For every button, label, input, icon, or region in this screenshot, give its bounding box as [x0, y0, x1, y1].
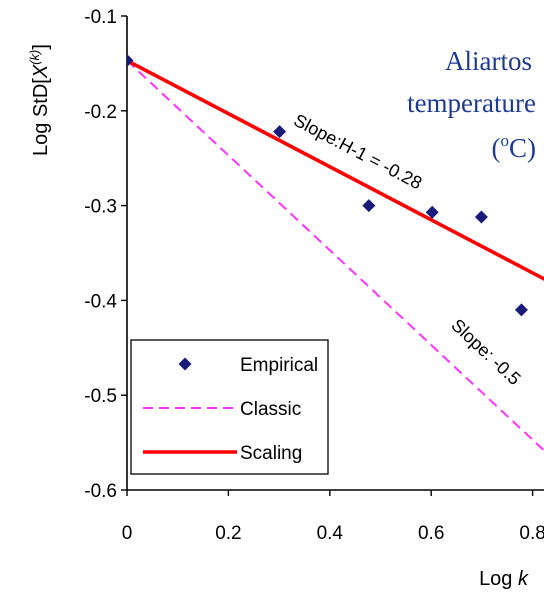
- y-tick-label: -0.4: [84, 291, 117, 312]
- data-point: [127, 54, 134, 68]
- x-axis-title: Log k: [479, 568, 529, 590]
- x-tick-label: 0: [122, 523, 133, 544]
- y-tick-label: -0.2: [84, 102, 117, 123]
- y-tick-label: -0.6: [84, 481, 117, 502]
- legend: Empirical Classic Scaling: [130, 339, 329, 475]
- legend-marker: [178, 357, 192, 371]
- series-line-scaling: [127, 58, 544, 281]
- legend-label: Empirical: [240, 355, 318, 376]
- y-tick-label: -0.1: [84, 7, 117, 28]
- x-tick-label: 0.4: [317, 523, 344, 544]
- x-tick-label: 0.6: [418, 523, 444, 544]
- y-tick-label: -0.3: [84, 197, 117, 218]
- series-points: [127, 54, 528, 317]
- legend-label: Classic: [240, 399, 301, 420]
- data-point: [474, 210, 488, 224]
- axes: -0.1 -0.2 -0.3 -0.4 -0.5 -0.60 0.2 0.4 0.6 0.8: [84, 7, 544, 544]
- inset-title: Aliartos temperature (oC): [407, 46, 536, 163]
- data-point: [514, 303, 528, 317]
- data-point: [273, 125, 287, 139]
- slope-annotation: Slope: -0.5: [447, 315, 524, 389]
- y-tick-label: -0.5: [84, 386, 117, 407]
- inset-title-line: (oC): [492, 131, 537, 163]
- x-tick-label: 0.2: [215, 523, 241, 544]
- data-point: [362, 199, 376, 213]
- inset-title-line: Aliartos: [445, 46, 532, 76]
- series-line-classic: [127, 59, 544, 452]
- inset-title-line: temperature: [407, 88, 536, 118]
- series-lines: [127, 58, 544, 452]
- y-axis-title: Log StD[X(k)]: [27, 44, 52, 156]
- axis-titles: Log k Log StD[X(k)]: [27, 44, 529, 590]
- x-tick-label: 0.8: [519, 523, 544, 544]
- legend-label: Scaling: [240, 443, 302, 464]
- data-point: [425, 205, 439, 219]
